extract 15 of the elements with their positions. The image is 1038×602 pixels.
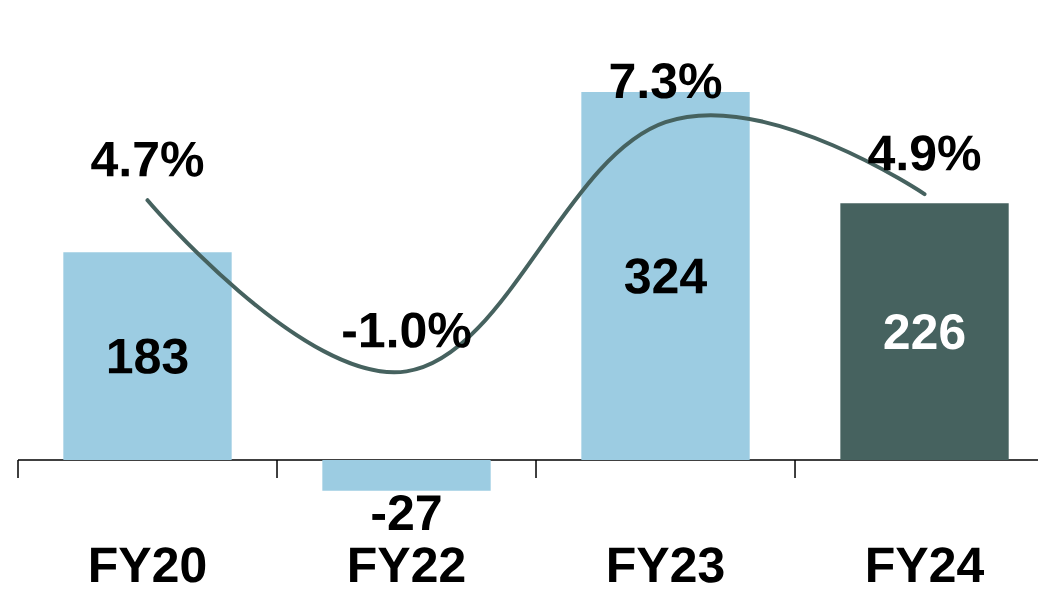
x-tick-label: FY22 (350, 547, 465, 583)
data-label: 324 (624, 258, 707, 294)
data-label: 4.9% (868, 135, 981, 171)
bar (322, 460, 491, 491)
bar (840, 203, 1009, 461)
x-tick-label: FY20 (91, 547, 206, 583)
data-label: 183 (108, 338, 188, 374)
data-label: 4.7% (91, 141, 204, 177)
x-tick-label: FY24 (868, 547, 985, 583)
data-label: -1.0% (343, 312, 471, 348)
x-tick-label: FY23 (609, 547, 724, 583)
data-label: 226 (884, 314, 965, 350)
data-label: -27 (372, 495, 441, 530)
bar (63, 252, 232, 461)
data-label: 7.3% (610, 63, 722, 99)
